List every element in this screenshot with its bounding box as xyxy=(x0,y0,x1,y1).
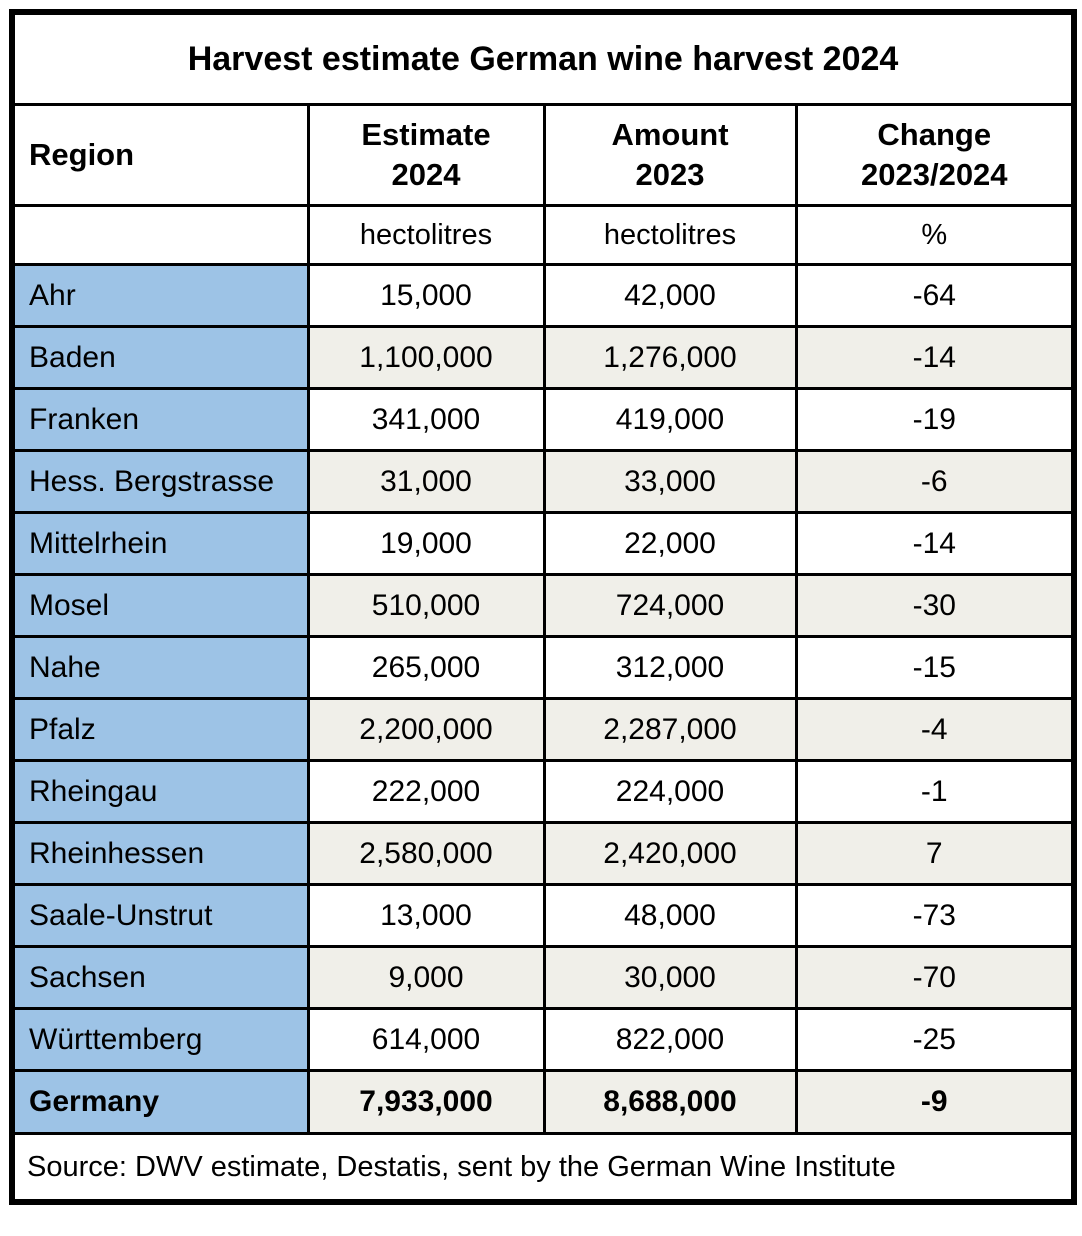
amount-cell: 1,276,000 xyxy=(542,325,798,390)
table-title: Harvest estimate German wine harvest 202… xyxy=(10,10,1076,106)
source-row: Source: DWV estimate, Destatis, sent by … xyxy=(10,1132,1076,1204)
change-cell: 7 xyxy=(794,821,1076,886)
column-header-amount-2023: Amount 2023 xyxy=(542,103,798,207)
amount-cell: 22,000 xyxy=(542,511,798,576)
region-cell: Rheingau xyxy=(10,759,310,824)
harvest-table: Harvest estimate German wine harvest 202… xyxy=(9,9,1078,1205)
table-row: Saale-Unstrut 13,000 48,000 -73 xyxy=(10,883,1076,948)
region-cell: Germany xyxy=(10,1069,310,1135)
region-cell: Pfalz xyxy=(10,697,310,762)
unit-change: % xyxy=(794,204,1076,266)
change-cell: -14 xyxy=(794,511,1076,576)
region-cell: Hess. Bergstrasse xyxy=(10,449,310,514)
table-row: Ahr 15,000 42,000 -64 xyxy=(10,263,1076,328)
change-cell: -6 xyxy=(794,449,1076,514)
unit-row: hectolitres hectolitres % xyxy=(10,204,1076,266)
estimate-cell: 9,000 xyxy=(306,945,546,1010)
change-cell: -30 xyxy=(794,573,1076,638)
amount-cell: 48,000 xyxy=(542,883,798,948)
amount-cell: 42,000 xyxy=(542,263,798,328)
harvest-table-sheet: Harvest estimate German wine harvest 202… xyxy=(9,9,1078,1205)
estimate-cell: 2,200,000 xyxy=(306,697,546,762)
region-cell: Baden xyxy=(10,325,310,390)
amount-cell: 312,000 xyxy=(542,635,798,700)
estimate-cell: 265,000 xyxy=(306,635,546,700)
estimate-cell: 19,000 xyxy=(306,511,546,576)
change-cell: -1 xyxy=(794,759,1076,824)
header-row: Region Estimate 2024 Amount 2023 Change … xyxy=(10,103,1076,207)
region-cell: Mittelrhein xyxy=(10,511,310,576)
table-row: Franken 341,000 419,000 -19 xyxy=(10,387,1076,452)
region-cell: Sachsen xyxy=(10,945,310,1010)
title-row: Harvest estimate German wine harvest 202… xyxy=(10,10,1076,106)
amount-cell: 224,000 xyxy=(542,759,798,824)
estimate-cell: 341,000 xyxy=(306,387,546,452)
change-cell: -9 xyxy=(794,1069,1076,1135)
source-note: Source: DWV estimate, Destatis, sent by … xyxy=(10,1132,1076,1204)
amount-cell: 2,420,000 xyxy=(542,821,798,886)
estimate-cell: 7,933,000 xyxy=(306,1069,546,1135)
region-cell: Nahe xyxy=(10,635,310,700)
amount-cell: 2,287,000 xyxy=(542,697,798,762)
total-row-germany: Germany 7,933,000 8,688,000 -9 xyxy=(10,1069,1076,1135)
change-cell: -15 xyxy=(794,635,1076,700)
table-row: Pfalz 2,200,000 2,287,000 -4 xyxy=(10,697,1076,762)
estimate-cell: 2,580,000 xyxy=(306,821,546,886)
change-cell: -70 xyxy=(794,945,1076,1010)
unit-amount: hectolitres xyxy=(542,204,798,266)
table-row: Mittelrhein 19,000 22,000 -14 xyxy=(10,511,1076,576)
table-row: Hess. Bergstrasse 31,000 33,000 -6 xyxy=(10,449,1076,514)
change-cell: -4 xyxy=(794,697,1076,762)
estimate-cell: 13,000 xyxy=(306,883,546,948)
column-header-change: Change 2023/2024 xyxy=(794,103,1076,207)
region-cell: Ahr xyxy=(10,263,310,328)
table-row: Württemberg 614,000 822,000 -25 xyxy=(10,1007,1076,1072)
change-cell: -73 xyxy=(794,883,1076,948)
table-row: Nahe 265,000 312,000 -15 xyxy=(10,635,1076,700)
table-row: Rheinhessen 2,580,000 2,420,000 7 xyxy=(10,821,1076,886)
table-row: Sachsen 9,000 30,000 -70 xyxy=(10,945,1076,1010)
region-cell: Saale-Unstrut xyxy=(10,883,310,948)
change-cell: -25 xyxy=(794,1007,1076,1072)
unit-region xyxy=(10,204,310,266)
estimate-cell: 1,100,000 xyxy=(306,325,546,390)
change-cell: -64 xyxy=(794,263,1076,328)
change-cell: -19 xyxy=(794,387,1076,452)
region-cell: Württemberg xyxy=(10,1007,310,1072)
column-header-region: Region xyxy=(10,103,310,207)
amount-cell: 30,000 xyxy=(542,945,798,1010)
estimate-cell: 31,000 xyxy=(306,449,546,514)
unit-estimate: hectolitres xyxy=(306,204,546,266)
region-cell: Rheinhessen xyxy=(10,821,310,886)
amount-cell: 724,000 xyxy=(542,573,798,638)
table-row: Baden 1,100,000 1,276,000 -14 xyxy=(10,325,1076,390)
amount-cell: 8,688,000 xyxy=(542,1069,798,1135)
table-row: Rheingau 222,000 224,000 -1 xyxy=(10,759,1076,824)
table-row: Mosel 510,000 724,000 -30 xyxy=(10,573,1076,638)
amount-cell: 33,000 xyxy=(542,449,798,514)
change-cell: -14 xyxy=(794,325,1076,390)
region-cell: Franken xyxy=(10,387,310,452)
amount-cell: 419,000 xyxy=(542,387,798,452)
estimate-cell: 614,000 xyxy=(306,1007,546,1072)
estimate-cell: 510,000 xyxy=(306,573,546,638)
amount-cell: 822,000 xyxy=(542,1007,798,1072)
column-header-estimate-2024: Estimate 2024 xyxy=(306,103,546,207)
estimate-cell: 15,000 xyxy=(306,263,546,328)
estimate-cell: 222,000 xyxy=(306,759,546,824)
region-cell: Mosel xyxy=(10,573,310,638)
